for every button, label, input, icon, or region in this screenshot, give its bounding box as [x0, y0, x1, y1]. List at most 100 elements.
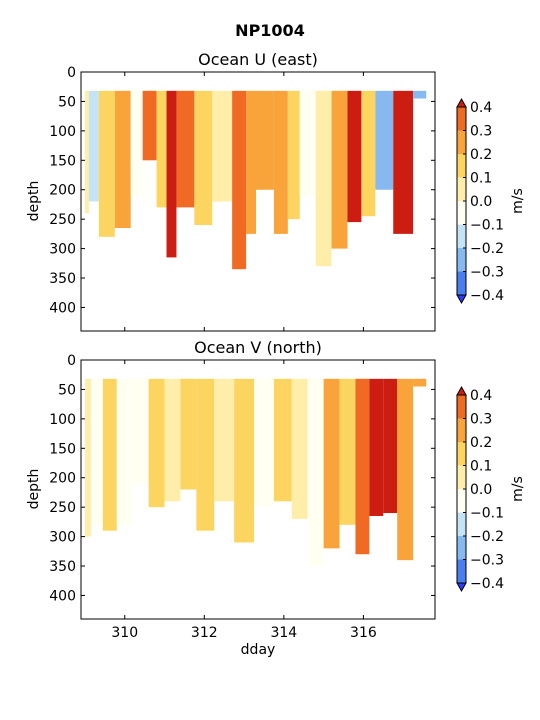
- heatmap-cell: [88, 90, 99, 202]
- colorbar-tick-label: 0.2: [470, 435, 492, 451]
- colorbar-segment: [457, 248, 466, 272]
- y-tick-label: 350: [49, 559, 76, 575]
- colorbar-tick-label: 0.3: [470, 412, 492, 428]
- colorbar-tick-label: −0.1: [470, 506, 504, 522]
- heatmap-cell: [156, 90, 167, 208]
- colorbar-extend-max: [456, 97, 467, 108]
- colorbar-segment: [457, 130, 466, 154]
- y-tick-label: 50: [58, 382, 76, 398]
- colorbar-segment: [457, 224, 466, 248]
- colorbar-tick-label: 0.0: [470, 194, 492, 210]
- x-tick-label: 316: [350, 625, 377, 641]
- x-axis-label: dday: [241, 642, 276, 658]
- heatmap-cell: [90, 378, 103, 525]
- colorbar-tick-label: 0.2: [470, 147, 492, 163]
- heatmap-cell: [130, 90, 143, 196]
- heatmap-cell: [273, 378, 292, 502]
- panel-ocean-v: Ocean V (north) 0 50 100 150 200 250 300 350 400…: [26, 338, 436, 658]
- y-tick-label: 0: [67, 65, 76, 81]
- colorbar-segment: [457, 559, 466, 583]
- heatmap-cell: [315, 90, 332, 267]
- colorbar-tick-label: −0.1: [470, 218, 504, 234]
- x-tick-label: 314: [270, 625, 297, 641]
- colorbar-segment: [457, 442, 466, 466]
- colorbar-tick-label: −0.2: [470, 529, 504, 545]
- heatmap-cell: [132, 378, 149, 484]
- colorbar-segment: [457, 177, 466, 201]
- colorbar-label: m/s: [510, 476, 526, 502]
- heatmap-cells: [84, 90, 427, 270]
- colorbar-extend-min: [456, 294, 467, 305]
- y-tick-label: 300: [49, 530, 76, 546]
- heatmap-cell: [142, 90, 157, 161]
- heatmap-cell: [323, 378, 340, 549]
- heatmap-cell: [166, 90, 177, 258]
- heatmap-cell: [347, 90, 362, 223]
- y-tick-label: 200: [49, 471, 76, 487]
- heatmap-cell: [196, 378, 215, 531]
- y-axis-label: depth: [26, 181, 42, 222]
- colorbar-segment: [457, 465, 466, 489]
- plot-frame: [80, 71, 436, 332]
- y-axis: 0 50 100 150 200 250 300 350 400: [49, 65, 435, 316]
- plot-area: [80, 71, 436, 332]
- heatmap-cell: [393, 90, 414, 234]
- heatmap-cells: [84, 378, 427, 567]
- colorbar-tick-label: 0.4: [470, 100, 492, 116]
- colorbar-tick-label: −0.2: [470, 241, 504, 257]
- figure-title: NP1004: [235, 21, 305, 40]
- heatmap-cell: [180, 378, 197, 490]
- heatmap-cell: [361, 90, 376, 217]
- plot-area: [80, 359, 436, 620]
- heatmap-cell: [273, 90, 288, 234]
- y-tick-label: 350: [49, 271, 76, 287]
- heatmap-cell: [256, 90, 274, 190]
- panel-title: Ocean U (east): [198, 50, 318, 69]
- colorbar-segment: [457, 418, 466, 442]
- heatmap-cell: [397, 378, 414, 561]
- colorbar-tick-label: −0.4: [470, 576, 504, 592]
- colorbar-tick-label: 0.1: [470, 459, 492, 475]
- y-tick-label: 250: [49, 212, 76, 228]
- y-tick-label: 150: [49, 153, 76, 169]
- colorbar-v: m/s −0.4 −0.3 −0.2 −0.1 0.0 0.1 0.2 0.3 0.4: [456, 385, 526, 593]
- heatmap-cell: [176, 90, 195, 208]
- colorbar-extend-min: [456, 582, 467, 593]
- heatmap-cell: [164, 378, 181, 502]
- heatmap-cell: [232, 90, 247, 270]
- y-axis: 0 50 100 150 200 250 300 350 400: [49, 353, 435, 604]
- heatmap-cell: [383, 378, 398, 514]
- colorbar-segment: [457, 512, 466, 536]
- colorbar-tick-label: −0.3: [470, 265, 504, 281]
- heatmap-cell: [339, 378, 356, 525]
- heatmap-cell: [254, 378, 274, 508]
- heatmap-cell: [114, 90, 131, 228]
- heatmap-cell: [331, 90, 348, 249]
- heatmap-cell: [375, 90, 394, 190]
- heatmap-cell: [246, 90, 257, 234]
- heatmap-cell: [212, 90, 233, 202]
- heatmap-cell: [355, 378, 370, 555]
- y-tick-label: 100: [49, 124, 76, 140]
- heatmap-cell: [84, 378, 91, 537]
- panel-title: Ocean V (north): [194, 338, 322, 357]
- heatmap-cell: [214, 378, 235, 502]
- colorbar-tick-label: 0.1: [470, 171, 492, 187]
- heatmap-cell: [413, 90, 427, 99]
- y-tick-label: 150: [49, 441, 76, 457]
- y-axis-label: depth: [26, 469, 42, 510]
- x-axis: [124, 72, 364, 331]
- x-tick-label: 310: [111, 625, 138, 641]
- colorbar-segment: [457, 201, 466, 225]
- heatmap-cell: [291, 378, 308, 519]
- heatmap-cell: [287, 90, 300, 220]
- heatmap-cell: [299, 90, 316, 196]
- colorbar-segment: [457, 271, 466, 295]
- heatmap-cell: [194, 90, 213, 226]
- heatmap-cell: [413, 378, 427, 387]
- x-tick-label: 312: [191, 625, 218, 641]
- y-tick-label: 400: [49, 588, 76, 604]
- colorbar-tick-label: 0.0: [470, 482, 492, 498]
- colorbar-tick-label: 0.3: [470, 124, 492, 140]
- x-axis: 310 312 314 316: [111, 360, 377, 641]
